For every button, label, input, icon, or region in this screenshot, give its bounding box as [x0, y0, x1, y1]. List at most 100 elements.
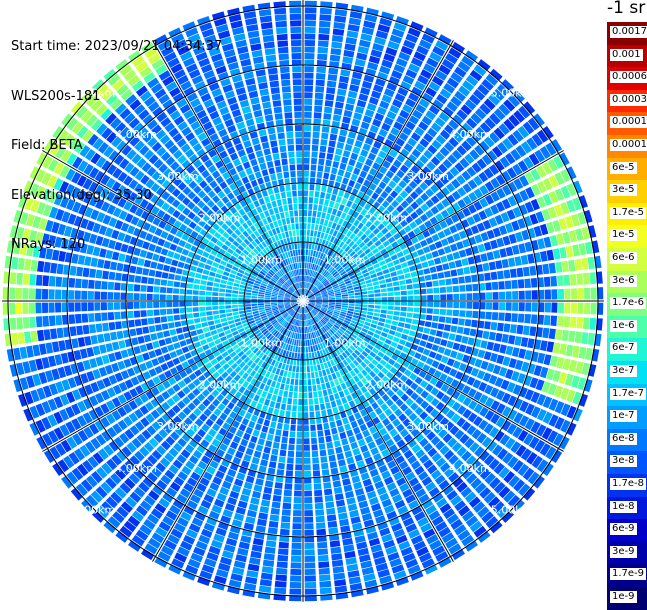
range-gate-cell — [101, 302, 107, 310]
range-gate-cell — [298, 347, 300, 353]
range-gate-cell — [304, 517, 313, 523]
range-gate-cell — [307, 223, 311, 229]
range-gate-cell — [350, 442, 358, 450]
range-gate-cell — [334, 155, 341, 162]
range-gate-cell — [292, 405, 297, 411]
range-gate-cell — [519, 291, 525, 300]
range-gate-cell — [436, 330, 443, 337]
range-gate-cell — [146, 343, 154, 351]
range-gate-cell — [212, 297, 218, 301]
range-gate-cell — [153, 302, 159, 308]
range-gate-cell — [260, 432, 267, 439]
range-gate-cell — [341, 157, 348, 164]
range-gate-cell — [75, 279, 82, 289]
range-gate-cell — [219, 306, 225, 310]
range-gate-cell — [190, 330, 197, 336]
range-gate-cell — [304, 458, 311, 464]
range-gate-cell — [310, 250, 313, 256]
range-gate-cell — [277, 561, 288, 568]
range-gate-cell — [323, 173, 329, 180]
range-gate-cell — [394, 311, 400, 316]
range-gate-cell — [259, 586, 271, 594]
range-gate-cell — [182, 346, 190, 353]
range-gate-cell — [328, 74, 338, 81]
range-gate-cell — [333, 573, 345, 580]
range-gate-cell — [338, 512, 348, 520]
range-gate-cell — [334, 16, 346, 23]
range-gate-cell — [458, 277, 465, 284]
range-gate-cell — [245, 295, 251, 298]
range-gate-cell — [491, 272, 498, 280]
range-gate-cell — [487, 342, 495, 351]
range-gate-cell — [254, 451, 262, 459]
range-gate-cell — [334, 216, 340, 223]
range-gate-cell — [333, 480, 341, 487]
range-gate-cell — [333, 29, 345, 36]
range-gate-cell — [473, 293, 479, 300]
range-gate-cell — [342, 294, 348, 297]
range-gate-cell — [304, 177, 309, 183]
range-gate-cell — [114, 312, 121, 320]
range-gate-cell — [401, 291, 407, 296]
range-gate-cell — [153, 286, 159, 292]
range-gate-cell — [275, 581, 287, 588]
range-gate-cell — [510, 324, 517, 333]
range-gate-cell — [349, 296, 355, 298]
range-gate-cell — [187, 319, 194, 325]
range-gate-cell — [318, 391, 323, 398]
range-gate-cell — [256, 403, 263, 410]
range-gate-cell — [440, 294, 446, 300]
range-gate-cell — [140, 344, 148, 352]
range-gate-cell — [177, 334, 184, 341]
range-gate-cell — [564, 303, 570, 314]
range-gate-cell — [317, 364, 321, 370]
range-gate-cell — [273, 409, 279, 416]
range-gate-cell — [295, 346, 298, 352]
range-gate-cell — [333, 114, 341, 121]
range-gate-cell — [276, 568, 287, 575]
range-gate-cell — [306, 347, 308, 353]
range-gate-cell — [394, 306, 400, 310]
range-gate-cell — [461, 336, 468, 344]
range-gate-cell — [332, 161, 339, 168]
range-gate-cell — [332, 208, 338, 215]
range-gate-cell — [354, 310, 360, 313]
range-gate-cell — [112, 342, 120, 351]
range-gate-cell — [239, 291, 245, 294]
range-gate-cell — [84, 336, 92, 346]
range-gate-cell — [485, 312, 492, 320]
range-gate-cell — [304, 393, 308, 399]
range-gate-cell — [584, 288, 590, 300]
range-gate-cell — [365, 279, 372, 283]
range-gate-cell — [238, 304, 244, 307]
range-gate-cell — [365, 318, 372, 322]
range-gate-cell — [199, 307, 205, 312]
range-gate-cell — [227, 281, 234, 285]
range-gate-cell — [335, 493, 344, 500]
range-gate-cell — [251, 304, 257, 306]
range-gate-cell — [511, 280, 518, 289]
range-gate-cell — [348, 504, 358, 512]
range-gate-cell — [346, 430, 353, 438]
range-gate-cell — [199, 291, 205, 296]
range-gate-cell — [213, 310, 219, 314]
range-gate-cell — [269, 521, 279, 528]
range-gate-cell — [202, 344, 209, 350]
range-gate-cell — [505, 313, 512, 322]
range-gate-cell — [57, 328, 64, 339]
range-gate-cell — [309, 405, 314, 411]
range-gate-cell — [414, 308, 420, 313]
range-gate-cell — [267, 434, 274, 441]
range-gate-cell — [334, 379, 340, 386]
range-gate-cell — [485, 282, 492, 290]
range-gate-cell — [491, 322, 498, 330]
range-gate-cell — [439, 279, 446, 285]
range-gate-cell — [329, 455, 336, 462]
range-gate-cell — [318, 548, 329, 555]
range-gate-cell — [137, 336, 144, 344]
range-gate-cell — [299, 393, 303, 399]
range-gate-cell — [313, 464, 320, 471]
range-gate-cell — [269, 461, 277, 468]
range-gate-cell — [334, 108, 343, 115]
range-gate-cell — [303, 347, 305, 353]
